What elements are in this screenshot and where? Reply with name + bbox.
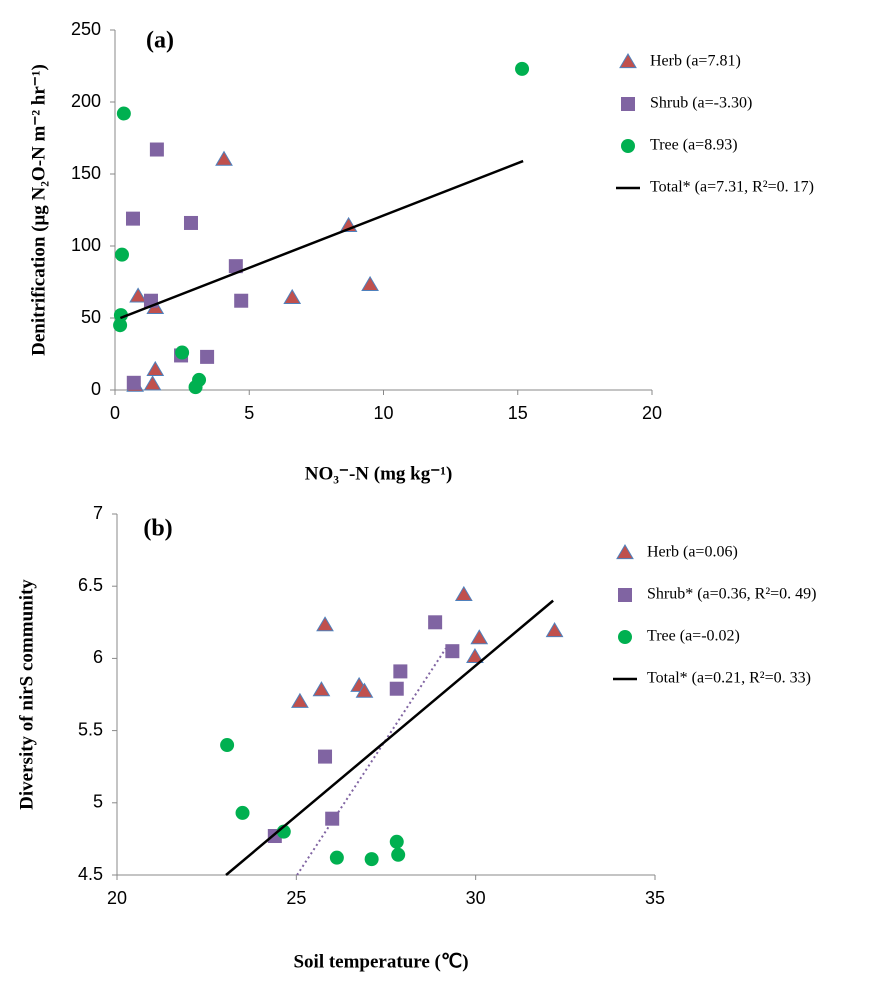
legend-label: Tree (a=-0.02): [647, 628, 740, 645]
herb-point: [143, 375, 162, 391]
legend-label: Tree (a=8.93): [650, 137, 738, 154]
shrub-point: [325, 811, 340, 826]
herb-point: [355, 682, 374, 698]
tree-point: [389, 834, 404, 849]
x-axis-title: NO₃⁻-N (mg kg⁻¹): [305, 463, 453, 484]
y-tick-label: 7: [93, 503, 103, 523]
y-tick-label: 50: [81, 307, 101, 327]
shrub-point: [445, 644, 460, 659]
y-tick-label: 200: [71, 91, 101, 111]
shrub-point: [393, 664, 408, 679]
y-tick-label: 250: [71, 19, 101, 39]
y-tick-label: 5.5: [78, 719, 103, 739]
tree-point: [618, 630, 632, 644]
herb-point: [454, 585, 473, 601]
x-tick-label: 15: [508, 403, 528, 423]
trend-line: [119, 159, 524, 320]
herb-point: [316, 616, 334, 632]
herb-point: [146, 360, 165, 376]
tree-point: [188, 380, 203, 395]
trend-line: [225, 599, 554, 876]
y-axis-title: Denitrification (μg N₂O-N m⁻² hr⁻¹): [28, 64, 49, 356]
herb-point: [361, 275, 379, 291]
tree-point: [113, 308, 128, 323]
x-tick-label: 35: [645, 888, 665, 908]
shrub-point: [389, 681, 404, 696]
shrub-trend: [296, 647, 447, 876]
tree-point: [515, 61, 530, 76]
y-tick-label: 6: [93, 647, 103, 667]
x-tick-label: 5: [244, 403, 254, 423]
tree-point: [235, 805, 250, 820]
legend-label: Herb (a=7.81): [650, 53, 741, 70]
y-tick-label: 150: [71, 163, 101, 183]
panel-label: (a): [146, 28, 174, 54]
y-axis-title: Diversity of nirS community: [16, 579, 37, 810]
y-tick-label: 100: [71, 235, 101, 255]
legend-label: Total* (a=0.21, R²=0. 33): [647, 670, 811, 687]
shrub-point: [318, 749, 333, 764]
legend-label: Shrub* (a=0.36, R²=0. 49): [647, 586, 817, 603]
herb-point: [215, 150, 233, 166]
tree-point: [113, 318, 128, 333]
shrub-point: [234, 293, 249, 308]
x-tick-label: 25: [286, 888, 306, 908]
herb-point: [470, 629, 489, 645]
tree-point: [329, 850, 344, 865]
herb-point: [619, 53, 637, 69]
tree-point: [116, 106, 131, 121]
y-tick-label: 0: [91, 379, 101, 399]
herb-point: [129, 287, 147, 303]
tree-point: [114, 247, 129, 262]
herb-point: [291, 692, 309, 708]
tree-point: [364, 852, 379, 867]
shrub-point: [183, 215, 198, 230]
shrub-point: [125, 211, 140, 226]
tree-point: [175, 345, 190, 360]
y-tick-label: 4.5: [78, 864, 103, 884]
shrub-point: [621, 97, 635, 111]
legend-label: Shrub (a=-3.30): [650, 95, 752, 112]
legend-label: Herb (a=0.06): [647, 544, 738, 561]
x-tick-label: 20: [107, 888, 127, 908]
legend-label: Total* (a=7.31, R²=0. 17): [650, 179, 814, 196]
shrub-point: [200, 349, 215, 364]
x-tick-label: 20: [642, 403, 662, 423]
shrub-point: [126, 375, 141, 390]
x-tick-label: 10: [373, 403, 393, 423]
tree-point: [391, 847, 406, 862]
herb-point: [312, 681, 331, 697]
shrub-point: [618, 588, 632, 602]
y-tick-label: 6.5: [78, 575, 103, 595]
x-tick-label: 0: [110, 403, 120, 423]
herb-point: [283, 288, 302, 304]
shrub-point: [228, 259, 243, 274]
tree-point: [621, 139, 635, 153]
shrub-point: [428, 615, 443, 630]
herb-point: [466, 647, 484, 664]
tree-point: [220, 738, 235, 753]
panel-label: (b): [143, 516, 172, 542]
x-tick-label: 30: [466, 888, 486, 908]
y-tick-label: 5: [93, 792, 103, 812]
x-axis-title: Soil temperature (℃): [293, 951, 468, 972]
herb-point: [545, 621, 564, 638]
herb-point: [616, 544, 634, 560]
shrub-point: [149, 142, 164, 157]
